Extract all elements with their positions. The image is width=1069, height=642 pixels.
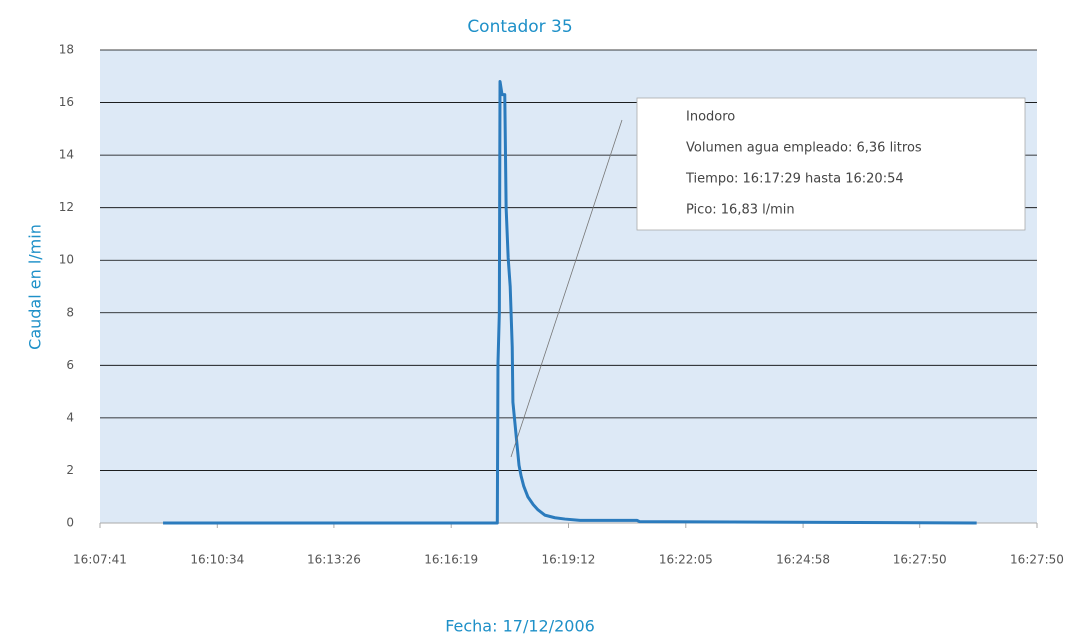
y-tick-label: 16: [59, 95, 74, 109]
x-tick-label: 16:22:05: [659, 553, 713, 567]
x-tick-label: 16:16:19: [424, 553, 478, 567]
y-tick-label: 14: [59, 148, 74, 162]
annotation-line: Volumen agua empleado: 6,36 litros: [686, 141, 922, 156]
y-axis-label: Caudal en l/min: [26, 224, 45, 350]
y-tick-label: 12: [59, 200, 74, 214]
annotation-box: [636, 97, 1026, 231]
x-tick-label: 16:27:50: [1010, 553, 1064, 567]
annotation-title: Inodoro: [686, 110, 735, 125]
x-tick-label: 16:13:26: [307, 553, 361, 567]
y-tick-label: 6: [66, 358, 74, 372]
data-line: [163, 80, 977, 525]
annotation-line: Pico: 16,83 l/min: [686, 203, 795, 218]
y-tick-label: 18: [59, 43, 74, 57]
x-tick-label: 16:19:12: [542, 553, 596, 567]
y-tick-label: 2: [66, 463, 74, 477]
annotation-line: Tiempo: 16:17:29 hasta 16:20:54: [685, 172, 904, 187]
x-tick-label: 16:27:50: [893, 553, 947, 567]
y-tick-label: 0: [66, 516, 74, 530]
leader-line: [510, 119, 623, 458]
y-tick-label: 4: [66, 410, 74, 424]
y-tick-label: 8: [66, 305, 74, 319]
x-axis-label: Fecha: 17/12/2006: [445, 617, 595, 636]
y-tick-label: 10: [59, 253, 74, 267]
x-tick-label: 16:07:41: [73, 553, 127, 567]
chart-title: Contador 35: [467, 17, 572, 37]
x-tick-label: 16:10:34: [190, 553, 244, 567]
x-tick-label: 16:24:58: [776, 553, 830, 567]
